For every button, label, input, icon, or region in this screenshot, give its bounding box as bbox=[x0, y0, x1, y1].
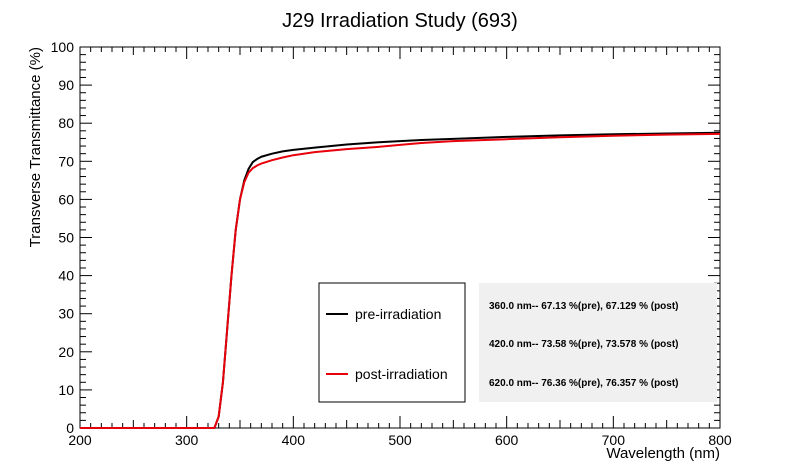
annotation-620nm: 620.0 nm-- 76.36 %(pre), 76.357 % (post) bbox=[489, 378, 679, 389]
y-tick-label: 20 bbox=[58, 344, 74, 360]
y-tick-label: 90 bbox=[58, 77, 74, 93]
legend: pre-irradiation post-irradiation bbox=[318, 282, 466, 403]
axis-ticks: 200 300 400 500 600 700 800 0 10 20 30 40 50 60 70 80 90… bbox=[51, 39, 732, 448]
y-tick-label: 40 bbox=[58, 268, 74, 284]
y-tick-label: 70 bbox=[58, 153, 74, 169]
legend-label-post-irradiation: post-irradiation bbox=[355, 366, 448, 382]
y-axis-label: Transverse Transmittance (%) bbox=[27, 47, 44, 247]
series-layer bbox=[80, 131, 721, 429]
x-tick-label: 300 bbox=[175, 432, 199, 448]
y-tick-label: 10 bbox=[58, 382, 74, 398]
annotation-background bbox=[479, 283, 717, 402]
y-tick-label: 60 bbox=[58, 191, 74, 207]
legend-box bbox=[318, 282, 466, 403]
y-tick-label: 100 bbox=[51, 39, 75, 55]
x-tick-label: 500 bbox=[388, 432, 412, 448]
y-tick-label: 50 bbox=[58, 230, 74, 246]
annotation-360nm: 360.0 nm-- 67.13 %(pre), 67.129 % (post) bbox=[489, 301, 679, 312]
x-tick-label: 400 bbox=[282, 432, 306, 448]
y-tick-label: 30 bbox=[58, 306, 74, 322]
x-tick-label: 800 bbox=[708, 432, 732, 448]
legend-label-pre-irradiation: pre-irradiation bbox=[355, 306, 441, 322]
x-tick-label: 200 bbox=[68, 432, 92, 448]
x-tick-label: 600 bbox=[495, 432, 519, 448]
y-tick-label: 0 bbox=[66, 420, 74, 436]
annotation-box: 360.0 nm-- 67.13 %(pre), 67.129 % (post)… bbox=[479, 283, 717, 402]
x-axis-label: Wavelength (nm) bbox=[606, 445, 720, 462]
annotation-420nm: 420.0 nm-- 73.58 %(pre), 73.578 % (post) bbox=[489, 339, 679, 350]
series-line-post-irradiation bbox=[80, 132, 721, 429]
y-tick-label: 80 bbox=[58, 115, 74, 131]
chart-title: J29 Irradiation Study (693) bbox=[282, 10, 518, 32]
x-tick-label: 700 bbox=[602, 432, 626, 448]
